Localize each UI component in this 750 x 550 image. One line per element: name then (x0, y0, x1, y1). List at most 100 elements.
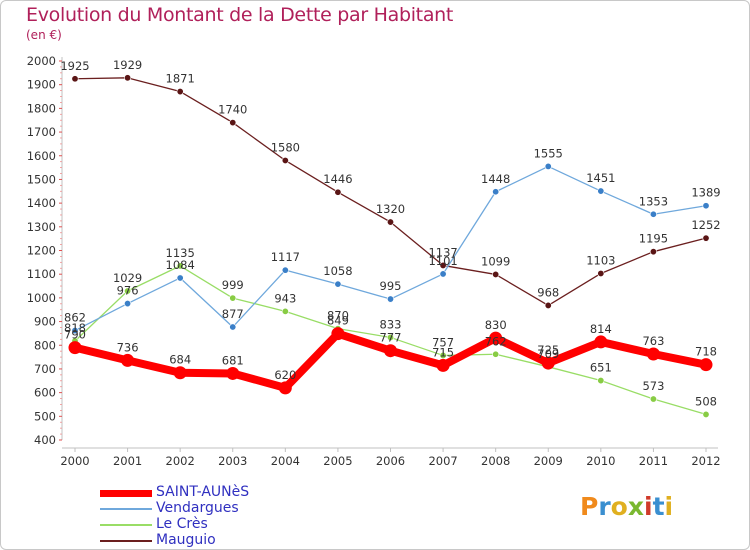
data-label: 976 (117, 284, 139, 298)
x-tick-label: 2006 (376, 454, 405, 468)
data-label: 1252 (691, 218, 720, 232)
data-point (281, 156, 289, 164)
data-label: 1448 (481, 172, 510, 186)
y-tick-label: 1200 (27, 244, 56, 258)
data-point (649, 210, 657, 218)
x-tick-label: 2007 (428, 454, 457, 468)
data-point (436, 358, 450, 372)
data-point (597, 377, 605, 385)
data-label: 651 (590, 361, 612, 375)
data-label: 818 (64, 321, 86, 335)
data-label: 1389 (691, 186, 720, 200)
data-point (492, 270, 500, 278)
legend-label: Le Crès (156, 516, 208, 532)
legend-swatch (100, 540, 152, 542)
y-tick-label: 2000 (27, 54, 56, 68)
data-label: 1117 (271, 250, 300, 264)
data-label: 681 (222, 353, 244, 367)
chart-subtitle: (en €) (26, 28, 62, 42)
x-tick-label: 2005 (323, 454, 352, 468)
data-label: 877 (222, 307, 244, 321)
data-point (649, 248, 657, 256)
data-label: 1135 (166, 246, 195, 260)
data-label: 995 (380, 279, 402, 293)
y-tick-label: 1100 (27, 267, 56, 281)
data-label: 1103 (586, 253, 615, 267)
data-point (334, 188, 342, 196)
y-tick-label: 1300 (27, 220, 56, 234)
data-point (544, 162, 552, 170)
data-label: 1099 (481, 254, 510, 268)
legend-label: Mauguio (156, 532, 216, 548)
data-point (646, 347, 660, 361)
data-label: 777 (380, 331, 402, 345)
data-label: 573 (642, 379, 664, 393)
data-label: 1320 (376, 202, 405, 216)
data-point (281, 307, 289, 315)
y-tick-label: 700 (34, 362, 56, 376)
data-point (541, 356, 555, 370)
x-tick-label: 2010 (586, 454, 615, 468)
x-tick-label: 2000 (60, 454, 89, 468)
data-label: 833 (380, 317, 402, 331)
logo-letter: t (652, 492, 665, 521)
data-label: 508 (695, 394, 717, 408)
data-point (173, 366, 187, 380)
data-label: 790 (64, 328, 86, 342)
data-point (649, 395, 657, 403)
x-tick-label: 2004 (271, 454, 300, 468)
data-label: 709 (537, 347, 559, 361)
data-label: 684 (169, 353, 191, 367)
data-label: 725 (537, 343, 559, 357)
data-label: 1137 (428, 245, 457, 259)
proxiti-logo: Proxiti (580, 492, 673, 521)
data-label: 620 (274, 368, 296, 382)
data-point (699, 358, 713, 372)
data-point (439, 261, 447, 269)
data-point (334, 280, 342, 288)
data-point (384, 344, 397, 358)
x-tick-label: 2009 (534, 454, 563, 468)
data-label: 757 (432, 335, 454, 349)
logo-letter: P (580, 492, 599, 521)
data-label: 1101 (428, 254, 457, 268)
logo-letter: x (627, 492, 644, 521)
data-point (229, 119, 237, 127)
data-point (492, 188, 500, 196)
y-tick-label: 500 (34, 409, 56, 423)
data-point (278, 381, 292, 395)
x-tick-label: 2008 (481, 454, 510, 468)
data-label: 1353 (639, 194, 668, 208)
data-label: 999 (222, 278, 244, 292)
data-point (597, 269, 605, 277)
legend-label: SAINT-AUNèS (156, 484, 250, 500)
data-point (229, 323, 237, 331)
data-point (702, 234, 710, 242)
data-label: 1740 (218, 103, 247, 117)
x-tick-label: 2011 (639, 454, 668, 468)
data-label: 763 (642, 334, 664, 348)
data-label: 1929 (113, 58, 142, 72)
data-label: 862 (64, 311, 86, 325)
data-label: 1029 (113, 271, 142, 285)
y-tick-label: 1800 (27, 101, 56, 115)
y-tick-label: 1500 (27, 172, 56, 186)
data-point (124, 300, 132, 308)
data-label: 1871 (166, 72, 195, 86)
data-label: 1580 (271, 140, 300, 154)
data-label: 715 (432, 345, 454, 359)
y-tick-label: 1400 (27, 196, 56, 210)
data-point (229, 294, 237, 302)
logo-letter: o (610, 492, 628, 521)
y-tick-label: 800 (34, 338, 56, 352)
data-point (386, 295, 394, 303)
y-tick-label: 1600 (27, 149, 56, 163)
data-label: 762 (485, 334, 507, 348)
data-point (281, 266, 289, 274)
data-label: 736 (117, 340, 139, 354)
y-tick-label: 600 (34, 386, 56, 400)
chart-title: Evolution du Montant de la Dette par Hab… (26, 4, 454, 26)
legend-swatch (100, 524, 152, 526)
data-label: 1451 (586, 171, 615, 185)
data-label: 814 (590, 322, 612, 336)
